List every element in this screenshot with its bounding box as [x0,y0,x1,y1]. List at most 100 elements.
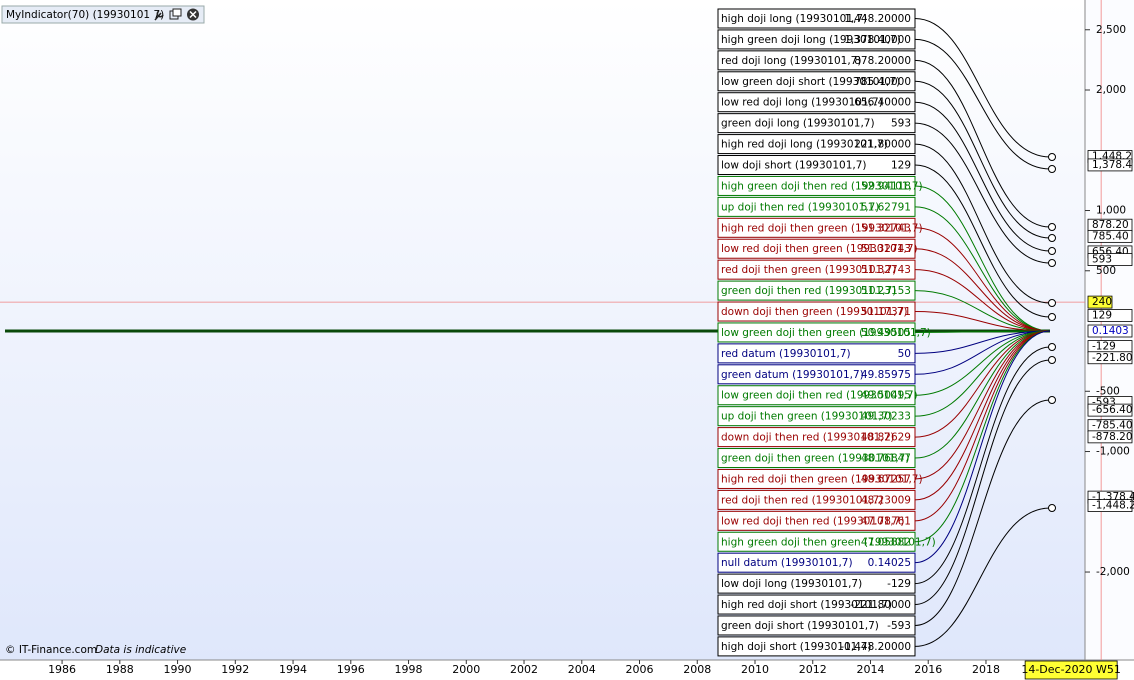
legend-item: low green doji short (19930101,7)785.400… [717,71,916,92]
legend-item: red doji then green (19930101,7)51.32743 [717,259,916,280]
legend-box [717,217,916,238]
connector [914,290,1051,332]
value-tag [1087,229,1133,243]
value-tag [1087,403,1133,417]
legend-value: 656.40000 [854,97,911,109]
legend-label: high red doji then green (19930101,7) [721,473,923,485]
connector [914,346,1051,585]
connector [914,269,1051,332]
value-tag [1087,158,1133,172]
price-tick-label: 500 [1096,265,1116,277]
connector [914,330,1051,396]
legend-box [717,406,916,427]
legend-value: 50.49505 [861,327,911,339]
value-tag-label: 593 [1092,254,1112,266]
settings-icon[interactable] [154,10,164,21]
connector [914,38,1051,170]
legend-item: up doji then green (19930101,7)49.30233 [717,406,916,427]
legend-label: high red doji short (19930101,7) [721,599,892,611]
legend-item: null datum (19930101,7) 0.14025 [717,552,916,573]
legend-value: -593 [887,620,911,632]
series-end [1048,356,1056,364]
legend-item: high doji short (19930101,7)-1,448.20000 [717,636,916,657]
connector [914,359,1051,606]
legend-label: high green doji then red (19930101,7) [721,180,923,192]
legend-item: low green doji then green (19930101,7)50… [717,322,931,343]
legend-item: high red doji then green (19930101,7)51.… [717,217,923,238]
legend-item: down doji then green (19930101,7)51.1737… [717,301,916,322]
legend-label: up doji then red (19930101,7) [721,201,879,213]
connector [914,330,1051,438]
legend-item: green doji short (19930101,7) -593 [717,615,916,636]
legend-value: -221.80000 [850,599,911,611]
series-end [1048,247,1056,255]
legend-label: low green doji then red (19930101,7) [721,390,918,402]
legend-label: down doji then red (19930101,7) [721,432,894,444]
legend-value: 52.94118 [861,180,911,192]
time-tick-label: 1994 [279,663,307,676]
legend-label: low red doji then red (19930101,7) [721,515,905,527]
legend-item: up doji then red (19930101,7)51.62791 [717,196,916,217]
connector [914,330,1051,564]
value-tag [1087,324,1133,338]
detach-icon[interactable] [169,8,182,20]
time-tick-label: 2008 [683,663,711,676]
connector [914,248,1051,332]
legend-box [717,155,916,176]
legend-box [717,196,916,217]
legend-value: 48.82629 [861,432,911,444]
connector [914,330,1051,480]
legend-value: 48.76847 [861,453,911,465]
close-icon[interactable] [187,8,199,21]
legend-value: 221.80000 [854,139,911,151]
legend-value: 51.32743 [861,264,911,276]
legend-value: 1,448.20000 [844,13,911,25]
legend-item: down doji then red (19930101,7)48.82629 [717,427,916,448]
legend-item: high green doji long (19930101,7)1,378.4… [717,29,916,50]
price-tick-label: -1,000 [1096,446,1130,458]
legend-label: red datum (19930101,7) [721,348,851,360]
legend-item: low red doji then red (19930101,7)47.787… [717,510,916,531]
legend-label: low red doji long (19930101,7) [721,97,883,109]
connector [914,206,1051,332]
connector [914,59,1051,228]
legend-item: red doji long (19930101,7)878.20000 [717,50,916,71]
value-tag [1087,499,1133,512]
legend-value: 51.32743 [861,243,911,255]
legend-box [717,113,916,134]
legend-item: green doji long (19930101,7) 593 [717,113,916,134]
legend-box [717,636,916,657]
legend-item: green datum (19930101,7)49.85975 [717,364,916,385]
legend-box [717,8,916,29]
legend-item: low doji long (19930101,7) -129 [717,573,916,594]
time-tick-label: 1992 [221,663,249,676]
legend-value: 47.78761 [861,515,911,527]
legend-item: high green doji then green (19930101,7)4… [717,531,936,552]
legend-value: 48.67257 [861,473,911,485]
legend-box [717,29,916,50]
legend-value: 48.23009 [861,494,911,506]
legend-value: -1,448.20000 [840,641,911,653]
series-end [1048,165,1056,173]
legend-item: high green doji then red (19930101,7)52.… [717,175,923,196]
time-cursor-label: 14-Dec-2020 W51 [1021,663,1121,676]
legend-value: 50 [898,348,911,360]
legend-value: 49.30233 [861,411,911,423]
value-tag-label: 0.1403 [1092,325,1129,337]
time-tick-label: 2010 [741,663,769,676]
legend-item: high red doji then green (19930101,7)48.… [717,468,923,489]
legend-item: low green doji then red (19930101,7)49.5… [717,385,918,406]
legend-box [717,468,916,489]
price-tick-label: 2,000 [1096,84,1126,96]
price-tick-label: 1,000 [1096,205,1126,217]
time-tick-label: 2000 [452,663,480,676]
legend-box [717,92,916,113]
legend-label: low green doji then green (19930101,7) [721,327,931,339]
disclaimer: Data is indicative [95,644,186,656]
legend-label: null datum (19930101,7) [721,557,853,569]
legend-value: 51.17371 [861,306,911,318]
legend-box [717,238,916,259]
legend-value: 1,378.40000 [844,34,911,46]
connector [914,330,1051,522]
value-tag [1087,253,1133,266]
